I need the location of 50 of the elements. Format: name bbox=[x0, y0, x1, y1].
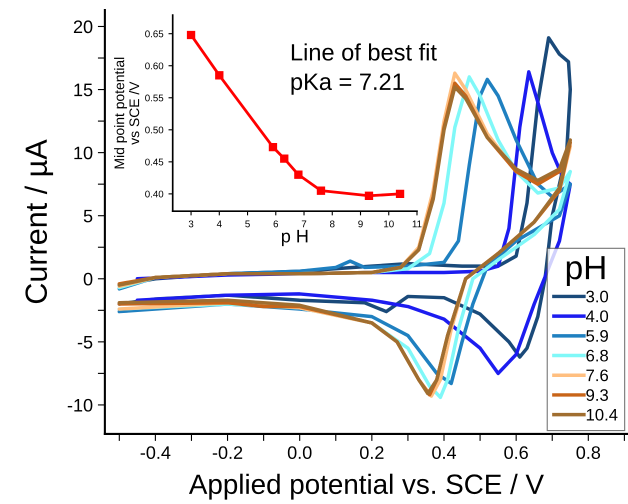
x-tick-label: -0.2 bbox=[212, 446, 242, 460]
x-tick-label: 4 bbox=[216, 220, 222, 228]
legend-label: 6.8 bbox=[586, 350, 608, 362]
annotation: pKa = 7.21 bbox=[291, 73, 404, 95]
x-tick-label: 8 bbox=[330, 220, 335, 228]
y-tick-label: 15 bbox=[74, 84, 92, 96]
y-axis-title: Mid point potential vs SCE /V bbox=[114, 58, 140, 168]
y-tick-label: 0.45 bbox=[145, 158, 164, 166]
y-tick-label: 0.55 bbox=[145, 94, 164, 102]
point bbox=[294, 170, 303, 179]
point bbox=[186, 30, 196, 40]
y-tick-label: -5 bbox=[78, 336, 92, 349]
y-tick-label: 10 bbox=[74, 146, 92, 160]
annotation: Line of best fit bbox=[292, 43, 437, 61]
x-tick-label: 0.6 bbox=[504, 446, 528, 460]
x-axis-title: Applied potential vs. SCE / V bbox=[188, 474, 544, 500]
x-tick-label: 10 bbox=[384, 220, 394, 228]
y-tick-label: -10 bbox=[68, 398, 92, 412]
x-tick-label: 0.8 bbox=[576, 446, 600, 460]
y-tick-label: 0 bbox=[84, 272, 92, 286]
x-tick-label: 0.4 bbox=[432, 446, 456, 460]
y-tick-label: 0.65 bbox=[145, 30, 164, 38]
y-tick-label: 20 bbox=[74, 20, 92, 34]
y-tick-label: 0.60 bbox=[145, 62, 164, 70]
legend-label: 3.0 bbox=[586, 290, 608, 302]
x-tick-label: 11 bbox=[412, 220, 422, 228]
legend-label: 9.3 bbox=[586, 389, 608, 401]
point bbox=[316, 186, 326, 195]
legend-label: 5.9 bbox=[586, 330, 608, 342]
point bbox=[268, 142, 278, 152]
y-tick-label: 0.50 bbox=[145, 126, 164, 134]
x-tick-label: 3 bbox=[188, 220, 194, 228]
legend-label: 7.6 bbox=[586, 369, 608, 382]
x-tick-label: 0.2 bbox=[360, 446, 384, 460]
x-tick-label: 7 bbox=[302, 220, 306, 228]
x-tick-label: 6 bbox=[274, 220, 278, 228]
legend-title: pH bbox=[566, 256, 605, 286]
x-tick-label: -0.4 bbox=[140, 446, 170, 460]
legend-label: 10.4 bbox=[586, 408, 618, 421]
x-tick-label: 5 bbox=[245, 220, 250, 228]
point bbox=[396, 190, 404, 198]
x-tick-label: 9 bbox=[358, 220, 363, 228]
y-axis-title: Current / µA bbox=[24, 139, 54, 304]
y-tick-label: 0.40 bbox=[145, 190, 164, 198]
x-axis-title: p H bbox=[282, 230, 308, 246]
point bbox=[364, 192, 374, 200]
x-tick-label: 0.0 bbox=[288, 446, 312, 460]
point bbox=[280, 154, 288, 163]
legend-label: 4.0 bbox=[586, 310, 608, 322]
point bbox=[215, 71, 224, 80]
